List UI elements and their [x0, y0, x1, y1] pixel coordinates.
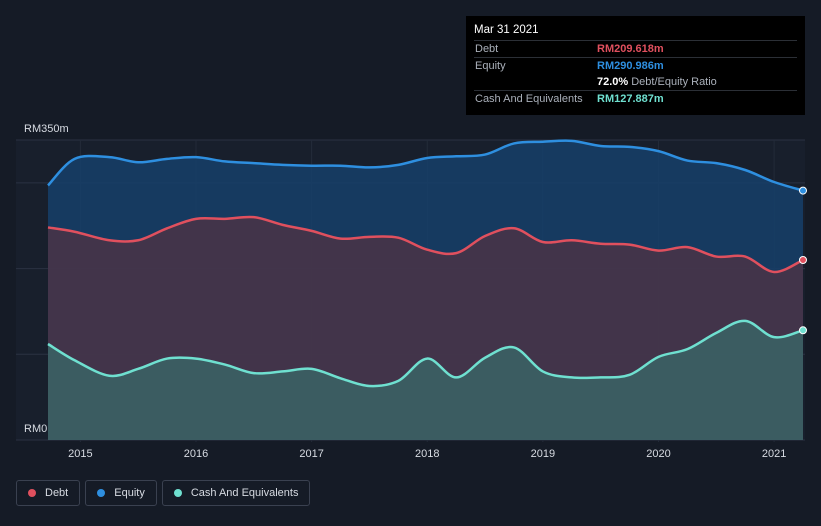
tooltip-equity-value: RM290.986m [597, 60, 664, 72]
debt-line [47, 215, 804, 274]
series-endpoints [799, 186, 807, 335]
series-lines [47, 139, 804, 388]
equity-dot-icon [97, 489, 106, 497]
tooltip-row-equity: Equity RM290.986m [474, 57, 797, 74]
series-areas [48, 140, 803, 440]
tooltip-ratio-label: Debt/Equity Ratio [631, 76, 717, 88]
x-tick-label: 2018 [415, 448, 439, 460]
cash-and-equivalents-line [47, 319, 804, 388]
tooltip-date: Mar 31 2021 [474, 24, 539, 36]
tooltip-row-cash: Cash And Equivalents RM127.887m [474, 90, 797, 107]
cash-and-equivalents-endpoint [799, 326, 807, 335]
legend-label-cash: Cash And Equivalents [190, 487, 299, 499]
tooltip-cash-label: Cash And Equivalents [475, 93, 583, 105]
x-tick-label: 2020 [646, 448, 670, 460]
tooltip-row-debt: Debt RM209.618m [474, 40, 797, 57]
x-tick-label: 2016 [184, 448, 208, 460]
x-axis-labels: 2015 2016 2017 2018 2019 2020 2021 [68, 448, 786, 460]
tooltip-cash-value: RM127.887m [597, 93, 664, 105]
y-tick-label-bottom: RM0 [24, 423, 47, 435]
tooltip-ratio-value: 72.0% [597, 76, 629, 88]
legend-item-cash[interactable]: Cash And Equivalents [161, 480, 311, 506]
tooltip-panel: Mar 31 2021 Debt RM209.618m Equity RM290… [466, 16, 805, 115]
legend-label-debt: Debt [45, 487, 69, 499]
tooltip-row-ratio: 72.0% Debt/Equity Ratio [474, 74, 797, 90]
legend-label-equity: Equity [114, 487, 145, 499]
legend: Debt Equity Cash And Equivalents [16, 480, 311, 506]
x-tick-label: 2021 [762, 448, 786, 460]
x-tick-label: 2017 [299, 448, 323, 460]
debt-endpoint [799, 256, 807, 264]
x-tick-label: 2015 [68, 448, 92, 460]
x-tick-label: 2019 [531, 448, 555, 460]
legend-item-debt[interactable]: Debt [16, 480, 81, 506]
tooltip-debt-value: RM209.618m [597, 43, 664, 55]
y-tick-label-top: RM350m [24, 123, 69, 135]
tooltip-debt-label: Debt [475, 43, 499, 55]
cash-and-equivalents-area [48, 320, 803, 440]
legend-item-equity[interactable]: Equity [85, 480, 157, 506]
cash-dot-icon [173, 489, 182, 497]
tooltip-equity-label: Equity [475, 60, 506, 72]
equity-endpoint [799, 186, 807, 195]
equity-line [47, 139, 804, 192]
debt-dot-icon [28, 489, 36, 497]
